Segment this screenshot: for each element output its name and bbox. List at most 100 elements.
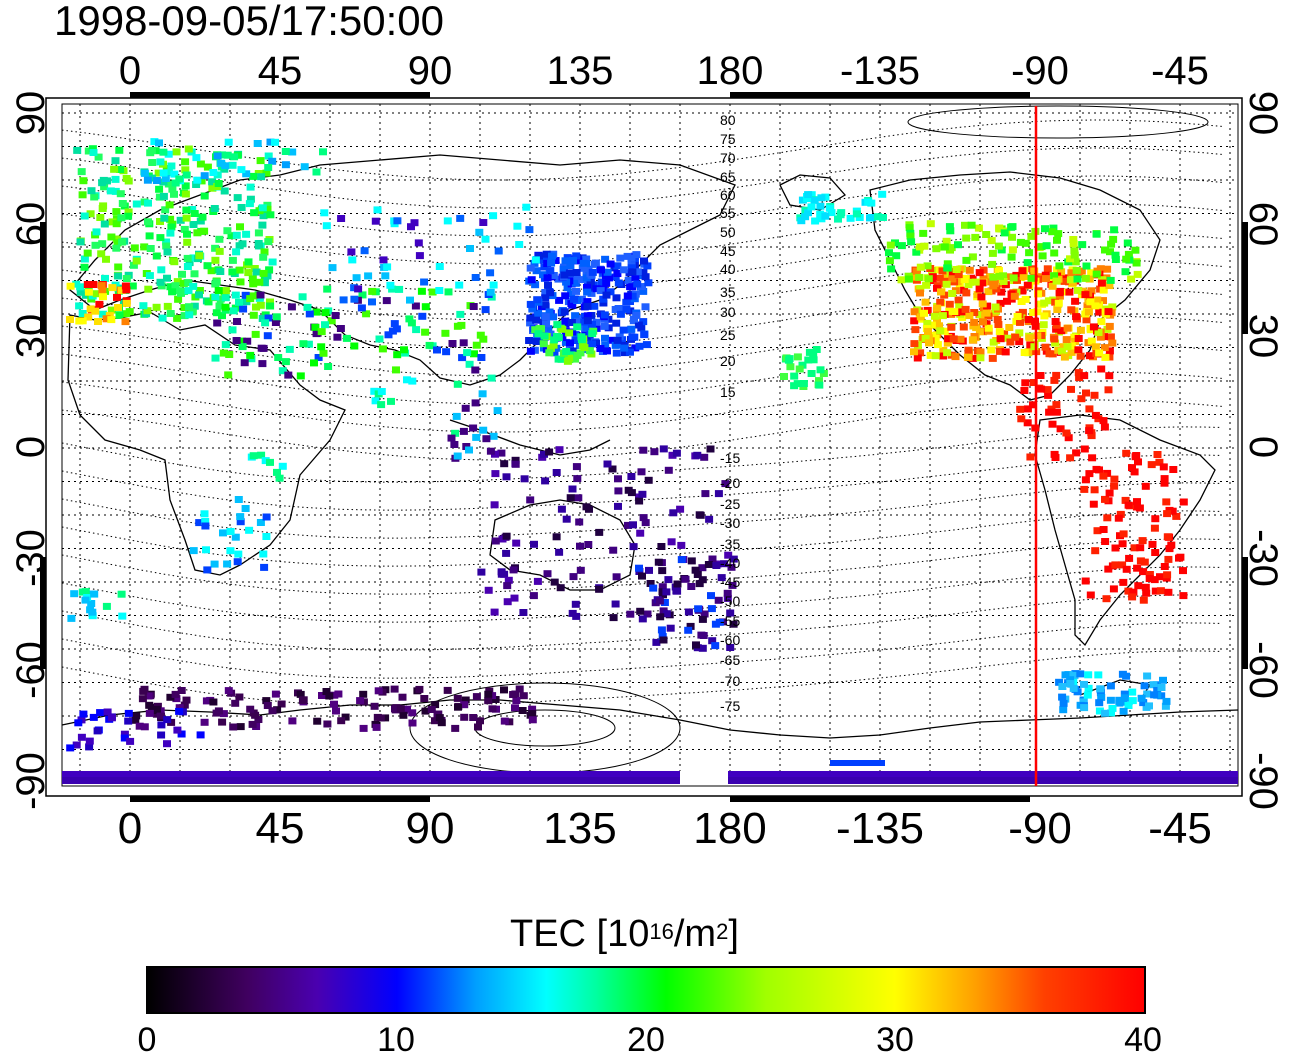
tec-cell (112, 220, 121, 228)
tec-cell (631, 344, 640, 352)
tec-cell (707, 605, 716, 613)
tec-cell (231, 533, 240, 541)
tec-cell (646, 580, 655, 587)
contour-label: -70 (720, 673, 740, 689)
tec-cell (727, 563, 736, 571)
tec-cell (539, 271, 547, 279)
tec-cell (321, 309, 330, 317)
tec-cell (549, 313, 558, 321)
tec-cell (164, 180, 173, 188)
tec-cell (77, 733, 86, 741)
tec-cell (1091, 411, 1100, 419)
tec-cell (164, 169, 173, 177)
tec-cell (337, 717, 346, 725)
tec-cell (638, 283, 646, 291)
latitude-tick-label: -60 (9, 641, 53, 699)
tec-cell (938, 267, 947, 275)
tec-cell (484, 697, 493, 705)
tec-cell (945, 307, 954, 315)
tec-cell (921, 298, 930, 306)
tec-cell (625, 348, 634, 356)
tec-cell (86, 305, 95, 313)
tec-cell (256, 519, 265, 526)
tec-cell (259, 269, 268, 277)
tec-cell (974, 224, 983, 232)
tec-cell (348, 256, 357, 264)
tec-cell (1141, 482, 1150, 490)
tec-cell (192, 181, 201, 188)
tec-cell (549, 272, 558, 279)
tec-cell (442, 348, 451, 356)
tec-cell (664, 576, 673, 584)
tec-cell (300, 163, 309, 171)
tec-cell (122, 286, 131, 294)
tec-cell (669, 509, 678, 517)
tec-cell (1156, 573, 1164, 581)
tec-cell (608, 465, 617, 473)
tec-cell (797, 217, 806, 225)
tec-cell (600, 322, 609, 330)
tec-cell (1090, 391, 1099, 399)
tec-cell (541, 289, 550, 296)
tec-cell (108, 284, 117, 292)
tec-cell (1085, 470, 1094, 478)
tec-cell (98, 310, 107, 318)
tec-cell (70, 590, 79, 598)
tec-cell (180, 701, 189, 709)
tec-cell (809, 356, 818, 364)
tec-cell (218, 718, 227, 726)
tec-cell (476, 717, 484, 725)
tec-cell (299, 340, 308, 348)
tec-cell (994, 242, 1003, 250)
tec-cell (1052, 401, 1061, 409)
tec-cell (359, 690, 368, 698)
tec-cell (583, 288, 592, 296)
tec-cell (1096, 689, 1105, 697)
colorbar-tick: 20 (627, 1021, 665, 1059)
tec-cell (708, 637, 717, 645)
tec-cell (112, 215, 121, 223)
tec-cell (699, 632, 708, 639)
tec-cell (798, 361, 807, 369)
tec-cell (184, 145, 193, 153)
tec-cell (497, 568, 506, 576)
tec-cell (655, 597, 664, 605)
tec-cell (1058, 693, 1067, 701)
tec-cell (99, 176, 108, 184)
tec-cell (1111, 561, 1120, 569)
tec-cell (940, 243, 949, 251)
tec-cell (260, 279, 269, 287)
tec-cell (1115, 699, 1124, 707)
tec-cell (323, 285, 332, 293)
latitude-tick-label: 60 (9, 202, 53, 247)
tec-cell (223, 227, 232, 235)
tec-cell (1057, 347, 1066, 355)
tec-cell (403, 705, 411, 713)
tec-cell (555, 446, 564, 454)
tec-cell (509, 691, 518, 698)
tec-cell (337, 215, 346, 222)
tec-cell (601, 255, 610, 263)
tec-cell (612, 294, 621, 302)
tec-cell (619, 326, 628, 334)
tec-cell (374, 687, 383, 695)
tec-cell (398, 693, 407, 701)
tec-cell (360, 247, 369, 255)
tec-cell (248, 275, 257, 283)
tec-cell (531, 281, 540, 289)
longitude-tick-label: 45 (256, 804, 305, 853)
tec-cell (414, 239, 423, 247)
tec-cell (226, 528, 235, 535)
longitude-tick-label: -90 (1008, 804, 1072, 853)
tec-cell (624, 486, 633, 494)
colorbar-tick: 10 (377, 1021, 415, 1059)
tec-cell (592, 339, 601, 347)
tec-cell (268, 157, 277, 165)
tec-cell (298, 696, 307, 704)
tec-cell (540, 332, 549, 340)
tec-cell (88, 608, 97, 616)
tec-cell (475, 228, 484, 236)
tec-cell (972, 324, 981, 332)
tec-cell (400, 346, 408, 354)
tec-cell (500, 460, 509, 468)
